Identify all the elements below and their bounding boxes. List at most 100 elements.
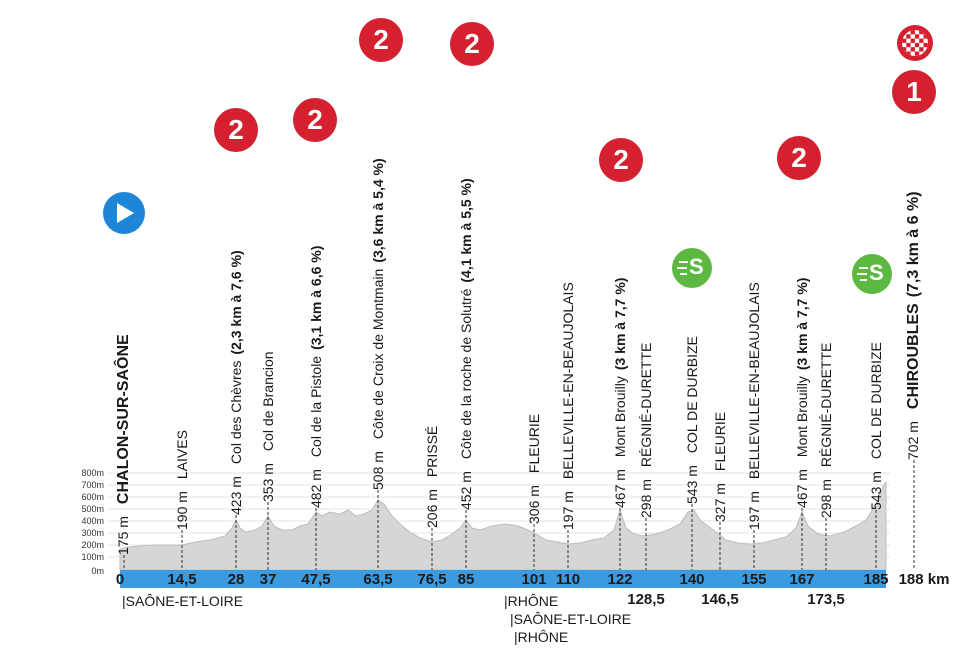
- finish-flag-icon: [897, 25, 933, 61]
- point-name: Côte de Croix de Montmain: [370, 268, 386, 440]
- point-label: 306 m FLEURIE: [525, 414, 543, 524]
- y-axis-tick: 100m: [81, 552, 104, 562]
- km-tick: 63,5: [363, 571, 393, 588]
- point-altitude: 452 m: [458, 471, 474, 510]
- distance-bar: [120, 570, 886, 588]
- point-label: 353 m Col de Brancion: [259, 351, 277, 502]
- point-label: 197 m BELLEVILLE-EN-BEAUJOLAIS: [559, 282, 577, 530]
- km-tick-below: 146,5: [701, 591, 739, 608]
- point-name: BELLEVILLE-EN-BEAUJOLAIS: [560, 282, 576, 480]
- km-tick: 155: [741, 571, 767, 588]
- climb-stats: (3,6 km à 5,4 %): [370, 158, 386, 263]
- km-tick: 122: [607, 571, 633, 588]
- climb-category-badge: 2: [359, 18, 403, 62]
- point-name: Côte de la roche de Solutré: [458, 288, 474, 460]
- km-tick: 14,5: [167, 571, 197, 588]
- km-tick: 101: [521, 571, 547, 588]
- point-label: 508 m Côte de Croix de Montmain (3,6 km à …: [369, 158, 387, 490]
- point-name: COL DE DURBIZE: [684, 336, 700, 454]
- point-name: LAIVES: [174, 430, 190, 480]
- point-altitude: 190 m: [174, 491, 190, 530]
- climb-stats: (3 km à 7,7 %): [612, 277, 628, 371]
- climb-stats: (3,1 km à 6,6 %): [308, 245, 324, 350]
- point-label: 298 m RÉGNIÉ-DURETTE: [637, 343, 655, 518]
- point-altitude: 353 m: [260, 463, 276, 502]
- region-label: |RHÔNE: [504, 593, 559, 609]
- km-tick: 0: [115, 571, 125, 588]
- profile-shape: [119, 480, 887, 571]
- start-icon: [103, 192, 145, 234]
- y-axis-tick: 0m: [91, 566, 104, 576]
- point-label: 482 m Col de la Pistole (3,1 km à 6,6 %): [307, 246, 325, 508]
- point-altitude: 206 m: [424, 489, 440, 528]
- point-label: 327 m FLEURIE: [711, 412, 729, 522]
- point-label: 190 m LAIVES: [173, 430, 191, 530]
- y-axis-tick: 600m: [81, 492, 104, 502]
- climb-stats: (7,3 km à 6 %): [905, 191, 922, 298]
- point-name: COL DE DURBIZE: [868, 342, 884, 460]
- point-altitude: 306 m: [526, 485, 542, 524]
- point-label: 543 m COL DE DURBIZE: [683, 336, 701, 504]
- point-label: 197 m BELLEVILLE-EN-BEAUJOLAIS: [745, 282, 763, 530]
- climb-category-badge: 2: [214, 108, 258, 152]
- point-label: 467 m Mont Brouilly (3 km à 7,7 %): [793, 278, 811, 508]
- climb-stats: (2,3 km à 7,6 %): [228, 250, 244, 355]
- point-label: 423 m Col des Chèvres (2,3 km à 7,6 %): [227, 250, 245, 515]
- point-label: 543 m COL DE DURBIZE: [867, 342, 885, 510]
- point-name: PRISSÉ: [424, 425, 440, 478]
- point-label: 206 m PRISSÉ: [423, 426, 441, 528]
- point-name: Col des Chèvres: [228, 360, 244, 465]
- region-label: |SAÔNE-ET-LOIRE: [122, 593, 244, 609]
- point-altitude: 482 m: [308, 469, 324, 508]
- km-tick: 28: [227, 571, 245, 588]
- km-tick: 37: [259, 571, 277, 588]
- region-label: |SAÔNE-ET-LOIRE: [510, 611, 632, 627]
- point-name: RÉGNIÉ-DURETTE: [638, 342, 654, 468]
- region-label: |RHÔNE: [514, 629, 569, 645]
- point-name: Mont Brouilly: [794, 376, 810, 458]
- point-altitude: 702 m: [905, 421, 921, 460]
- km-tick: 85: [457, 571, 475, 588]
- point-name: Col de la Pistole: [308, 355, 324, 458]
- km-tick: 110: [555, 571, 581, 588]
- point-altitude: 423 m: [228, 476, 244, 515]
- point-name: FLEURIE: [526, 413, 542, 474]
- point-altitude: 508 m: [370, 451, 386, 490]
- point-altitude: 543 m: [684, 465, 700, 504]
- point-label: 175 m CHALON-SUR-SAÔNE: [114, 334, 134, 555]
- sprint-icon: S: [672, 248, 712, 288]
- y-axis-tick: 800m: [81, 468, 104, 478]
- point-altitude: 197 m: [746, 491, 762, 530]
- y-axis-tick: 400m: [81, 516, 104, 526]
- point-label: 702 m CHIROUBLES (7,3 km à 6 %): [904, 191, 924, 460]
- km-tick: 140: [679, 571, 705, 588]
- y-axis-tick: 700m: [81, 480, 104, 490]
- climb-category-badge: 2: [777, 136, 821, 180]
- climb-category-badge: 1: [892, 70, 936, 114]
- y-axis-tick: 300m: [81, 528, 104, 538]
- point-name: Mont Brouilly: [612, 376, 628, 458]
- point-name: Col de Brancion: [260, 351, 276, 452]
- climb-category-badge: 2: [599, 138, 643, 182]
- point-altitude: 467 m: [794, 469, 810, 508]
- km-tick: 185: [863, 571, 889, 588]
- km-tick: 47,5: [301, 571, 331, 588]
- climb-stats: (3 km à 7,7 %): [794, 277, 810, 371]
- point-name: CHIROUBLES: [905, 303, 922, 410]
- point-altitude: 298 m: [818, 479, 834, 518]
- km-tick-below: 173,5: [807, 591, 845, 608]
- point-altitude: 197 m: [560, 491, 576, 530]
- point-name: BELLEVILLE-EN-BEAUJOLAIS: [746, 282, 762, 480]
- point-altitude: 467 m: [612, 469, 628, 508]
- km-tick-below: 128,5: [627, 591, 665, 608]
- climb-category-badge: 2: [450, 22, 494, 66]
- climb-stats: (4,1 km à 5,5 %): [458, 178, 474, 283]
- point-label: 467 m Mont Brouilly (3 km à 7,7 %): [611, 278, 629, 508]
- y-axis-tick: 200m: [81, 540, 104, 550]
- point-name: CHALON-SUR-SAÔNE: [115, 334, 132, 505]
- point-label: 452 m Côte de la roche de Solutré (4,1 km …: [457, 178, 475, 510]
- point-altitude: 543 m: [868, 471, 884, 510]
- sprint-icon: S: [852, 254, 892, 294]
- point-name: RÉGNIÉ-DURETTE: [818, 342, 834, 468]
